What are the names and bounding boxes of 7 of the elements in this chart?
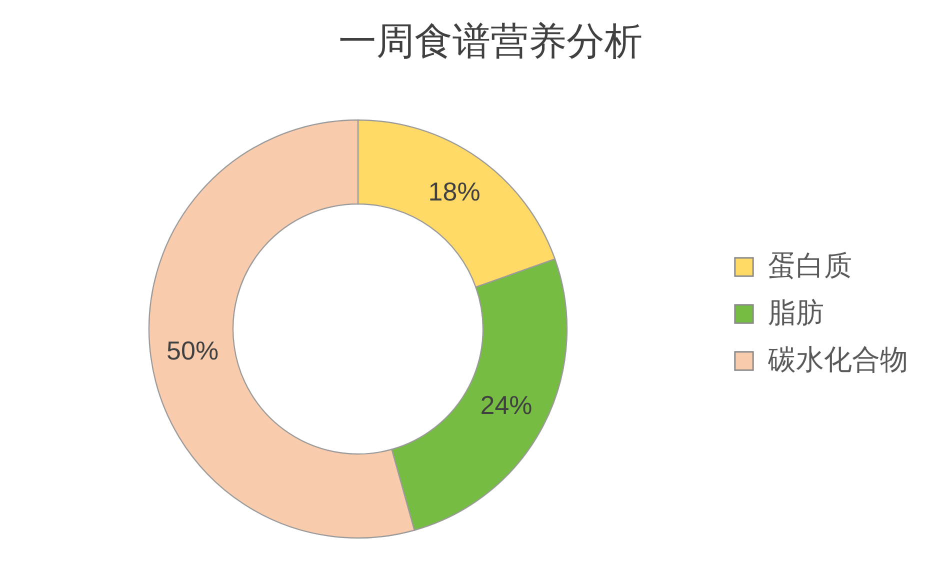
legend-label: 碳水化合物 [767,344,908,375]
data-label: 24% [480,390,532,420]
data-label: 50% [166,336,219,366]
legend-label: 蛋白质 [768,250,852,281]
chart-title: 一周食谱营养分析 [338,21,642,63]
legend-label: 脂肪 [768,297,824,328]
data-label: 18% [428,176,480,207]
